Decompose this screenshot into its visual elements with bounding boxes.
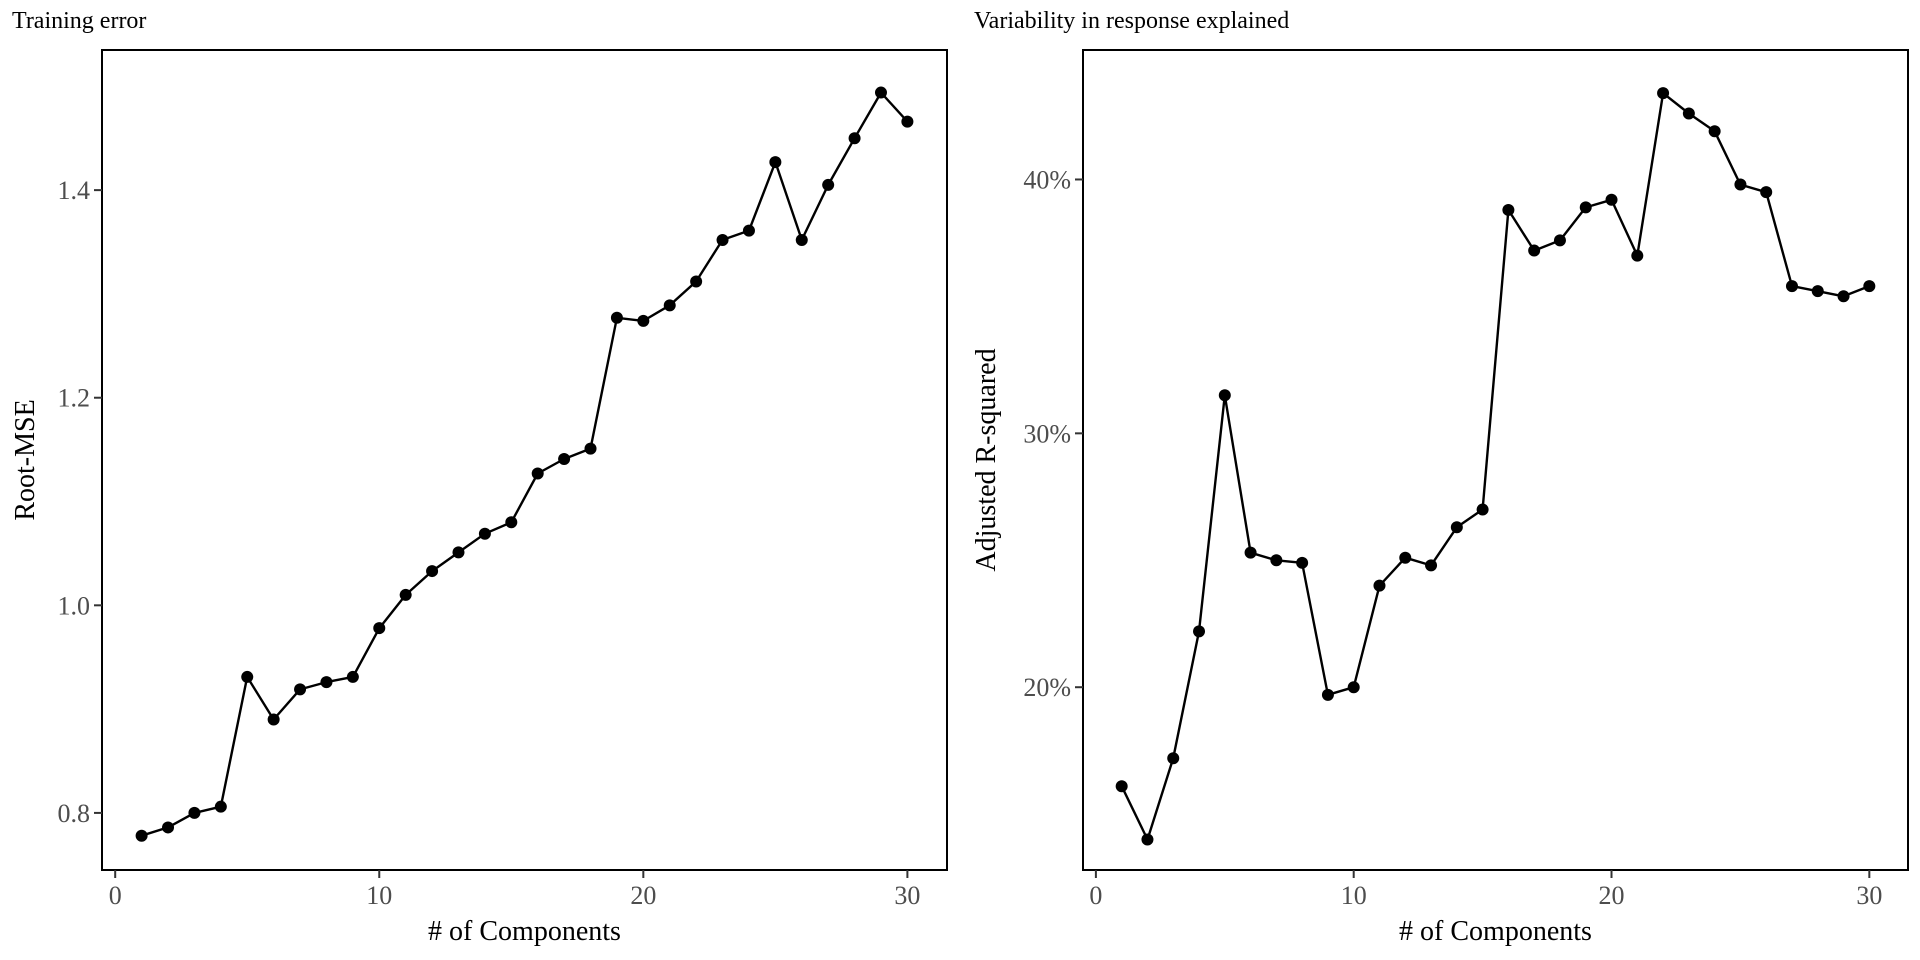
data-point <box>214 800 227 813</box>
data-point <box>531 467 544 480</box>
x-tick-label: 10 <box>366 881 392 910</box>
data-point <box>373 622 386 635</box>
data-point <box>1399 551 1412 564</box>
data-point <box>1347 681 1360 694</box>
x-tick-label: 20 <box>630 881 656 910</box>
data-point <box>769 156 782 169</box>
data-point <box>320 676 333 689</box>
x-tick-label: 0 <box>109 881 122 910</box>
y-tick-label: 0.8 <box>58 799 91 828</box>
y-axis-title: Adjusted R-squared <box>971 348 1002 571</box>
data-point <box>162 821 175 834</box>
data-point <box>1734 178 1747 191</box>
data-point <box>874 86 887 99</box>
series-line <box>1120 91 1870 841</box>
data-point <box>663 299 676 312</box>
y-axis-title: Root-MSE <box>10 399 41 520</box>
data-point <box>1785 280 1798 293</box>
data-point <box>505 516 518 529</box>
data-point <box>1863 280 1876 293</box>
data-point <box>690 275 703 288</box>
data-point <box>1528 244 1541 257</box>
data-point <box>1657 87 1670 100</box>
data-point <box>795 233 808 246</box>
data-point <box>822 178 835 191</box>
data-point <box>346 670 359 683</box>
y-tick-label: 1.4 <box>58 176 91 205</box>
data-point <box>1579 201 1592 214</box>
chart-title: Variability in response explained <box>974 8 1289 34</box>
data-point <box>1760 186 1773 199</box>
data-point <box>1605 193 1618 206</box>
data-point <box>1167 752 1180 765</box>
panel-border <box>1082 49 1909 871</box>
panel-border <box>101 49 948 871</box>
data-point <box>610 311 623 324</box>
data-point <box>1682 107 1695 120</box>
data-point <box>1837 290 1850 303</box>
data-point <box>1244 546 1257 559</box>
data-point <box>1321 688 1334 701</box>
data-point <box>716 233 729 246</box>
y-tick-label: 30% <box>1023 419 1071 448</box>
x-tick-label: 10 <box>1341 881 1367 910</box>
data-point <box>1553 234 1566 247</box>
x-axis-title: # of Components <box>1399 916 1592 947</box>
data-point <box>1811 285 1824 298</box>
data-point <box>1502 203 1515 216</box>
data-point <box>478 527 491 540</box>
data-point <box>426 565 439 578</box>
data-point <box>452 546 465 559</box>
data-point <box>188 806 201 819</box>
data-point <box>1708 125 1721 138</box>
data-point <box>1141 833 1154 846</box>
data-point <box>848 132 861 145</box>
data-point <box>1476 503 1489 516</box>
data-point <box>558 452 571 465</box>
data-point <box>294 683 307 696</box>
data-point <box>742 224 755 237</box>
data-point <box>1270 554 1283 567</box>
x-tick-label: 0 <box>1089 881 1102 910</box>
x-tick-label: 30 <box>894 881 920 910</box>
data-point <box>637 314 650 327</box>
data-point <box>267 713 280 726</box>
x-tick-label: 20 <box>1599 881 1625 910</box>
data-point <box>399 588 412 601</box>
y-tick-label: 1.0 <box>58 591 91 620</box>
data-point <box>1631 249 1644 262</box>
data-point <box>1218 389 1231 402</box>
data-point <box>135 829 148 842</box>
x-axis-title: # of Components <box>428 916 621 947</box>
data-point <box>1296 556 1309 569</box>
data-point <box>901 115 914 128</box>
data-point <box>241 670 254 683</box>
data-point <box>1115 780 1128 793</box>
data-point <box>584 442 597 455</box>
data-point <box>1425 559 1438 572</box>
chart-title: Training error <box>12 8 146 34</box>
x-tick-label: 30 <box>1856 881 1882 910</box>
y-tick-label: 1.2 <box>58 384 91 413</box>
data-point <box>1193 625 1206 638</box>
data-point <box>1450 521 1463 534</box>
y-tick-label: 40% <box>1023 165 1071 194</box>
y-tick-label: 20% <box>1023 673 1071 702</box>
series-line <box>141 91 909 837</box>
data-point <box>1373 579 1386 592</box>
